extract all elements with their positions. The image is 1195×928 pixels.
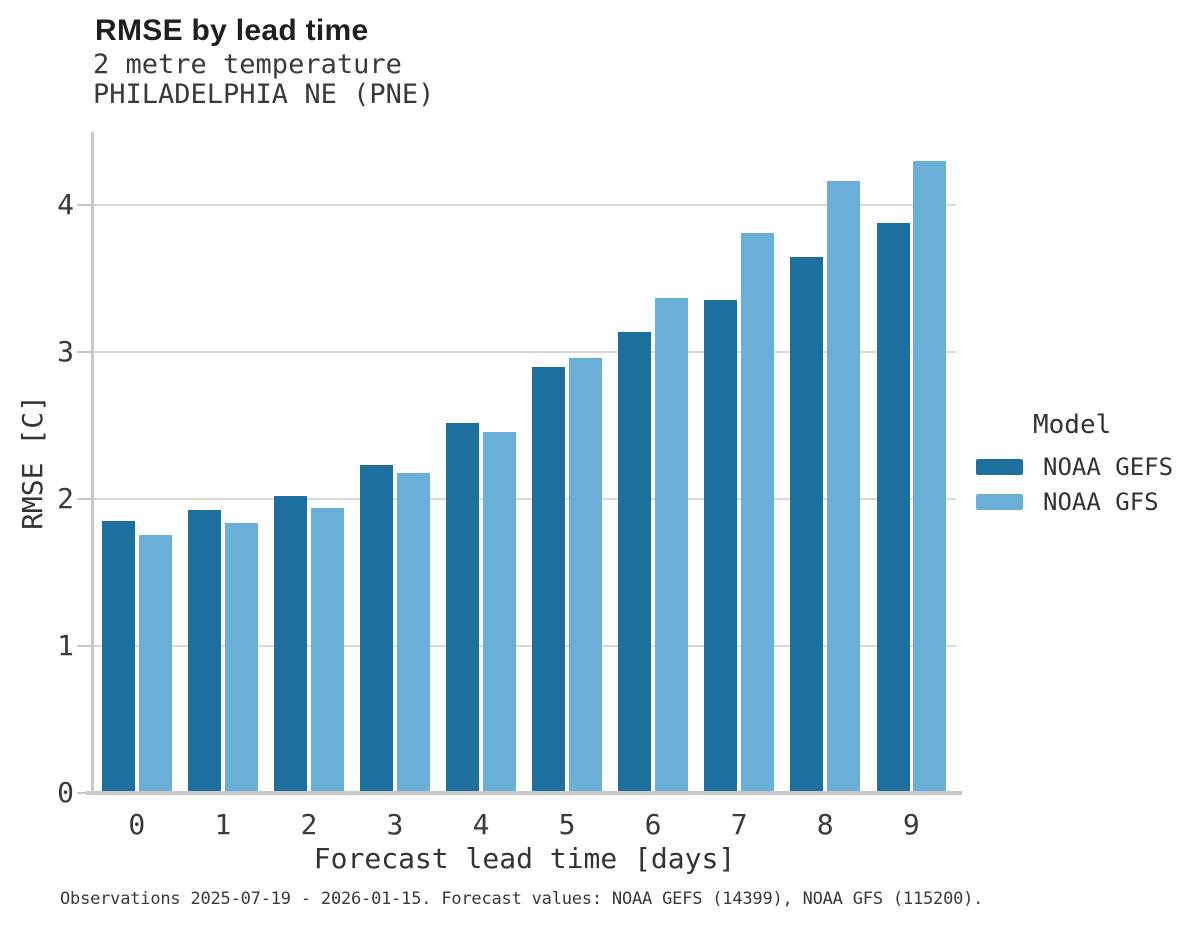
legend-item-noaa-gfs: NOAA GFS [976, 488, 1173, 516]
bar-noaa-gefs-lead-8 [790, 256, 824, 793]
bar-noaa-gfs-lead-7 [740, 233, 774, 793]
x-axis-title: Forecast lead time [days] [313, 842, 736, 875]
y-tick-label-3: 3 [57, 335, 74, 369]
gridline-y-3 [93, 351, 956, 354]
legend-label: NOAA GFS [1043, 488, 1159, 516]
y-tick-label-0: 0 [57, 776, 74, 809]
y-tick-mark-2 [77, 498, 92, 501]
y-axis-line [91, 132, 94, 795]
y-tick-mark-3 [77, 351, 92, 354]
x-axis-line [86, 791, 962, 795]
x-tick-label-2: 2 [300, 808, 318, 841]
chart-subtitle-station: PHILADELPHIA NE (PNE) [93, 79, 435, 110]
chart-subtitle: 2 metre temperature PHILADELPHIA NE (PNE) [93, 50, 434, 110]
bar-noaa-gfs-lead-3 [396, 472, 430, 793]
plot-area [93, 132, 956, 793]
legend-swatch [976, 459, 1023, 475]
bar-noaa-gfs-lead-2 [310, 508, 344, 793]
legend: Model NOAA GEFS NOAA GFS [976, 410, 1173, 524]
legend-label: NOAA GEFS [1043, 453, 1174, 481]
bar-noaa-gefs-lead-9 [876, 223, 910, 793]
x-tick-label-4: 4 [472, 808, 490, 841]
x-tick-label-6: 6 [644, 808, 662, 841]
legend-title: Model [1033, 410, 1112, 440]
y-tick-mark-1 [77, 645, 92, 648]
bar-noaa-gefs-lead-3 [360, 465, 394, 793]
bar-noaa-gfs-lead-1 [224, 522, 258, 793]
gridline-y-2 [93, 498, 956, 501]
y-tick-mark-4 [77, 204, 92, 207]
x-tick-label-0: 0 [128, 808, 146, 841]
bar-noaa-gfs-lead-8 [826, 180, 860, 793]
x-tick-label-8: 8 [816, 808, 834, 841]
bar-noaa-gfs-lead-4 [482, 431, 516, 793]
caption: Observations 2025-07-19 - 2026-01-15. Fo… [60, 889, 984, 909]
bar-noaa-gefs-lead-2 [274, 496, 308, 793]
bar-noaa-gfs-lead-9 [913, 161, 946, 793]
bar-noaa-gefs-lead-7 [704, 299, 738, 793]
legend-item-noaa-gefs: NOAA GEFS [976, 453, 1174, 481]
bar-noaa-gefs-lead-6 [618, 331, 652, 793]
y-tick-label-4: 4 [57, 188, 74, 222]
x-tick-label-9: 9 [902, 808, 920, 841]
y-tick-label-1: 1 [57, 629, 74, 663]
x-tick-label-3: 3 [386, 808, 404, 841]
gridline-y-1 [93, 645, 956, 648]
bar-noaa-gfs-lead-5 [568, 358, 602, 793]
chart-title: RMSE by lead time [95, 14, 369, 47]
y-tick-mark-0 [77, 792, 92, 794]
bar-noaa-gfs-lead-0 [138, 534, 172, 793]
gridline-y-4 [93, 204, 956, 207]
bar-noaa-gfs-lead-6 [654, 298, 688, 793]
x-tick-label-5: 5 [558, 808, 576, 841]
bar-noaa-gefs-lead-1 [188, 509, 222, 793]
legend-items: NOAA GEFS NOAA GFS [976, 453, 1174, 516]
y-axis-title: RMSE [C] [8, 132, 56, 793]
chart-subtitle-variable: 2 metre temperature [93, 49, 402, 80]
bar-noaa-gefs-lead-0 [102, 521, 135, 793]
x-tick-label-7: 7 [730, 808, 748, 841]
y-tick-label-2: 2 [57, 482, 74, 516]
bar-noaa-gefs-lead-4 [446, 422, 480, 793]
x-tick-label-1: 1 [214, 808, 232, 841]
legend-swatch [976, 494, 1023, 510]
bar-noaa-gefs-lead-5 [532, 367, 566, 793]
